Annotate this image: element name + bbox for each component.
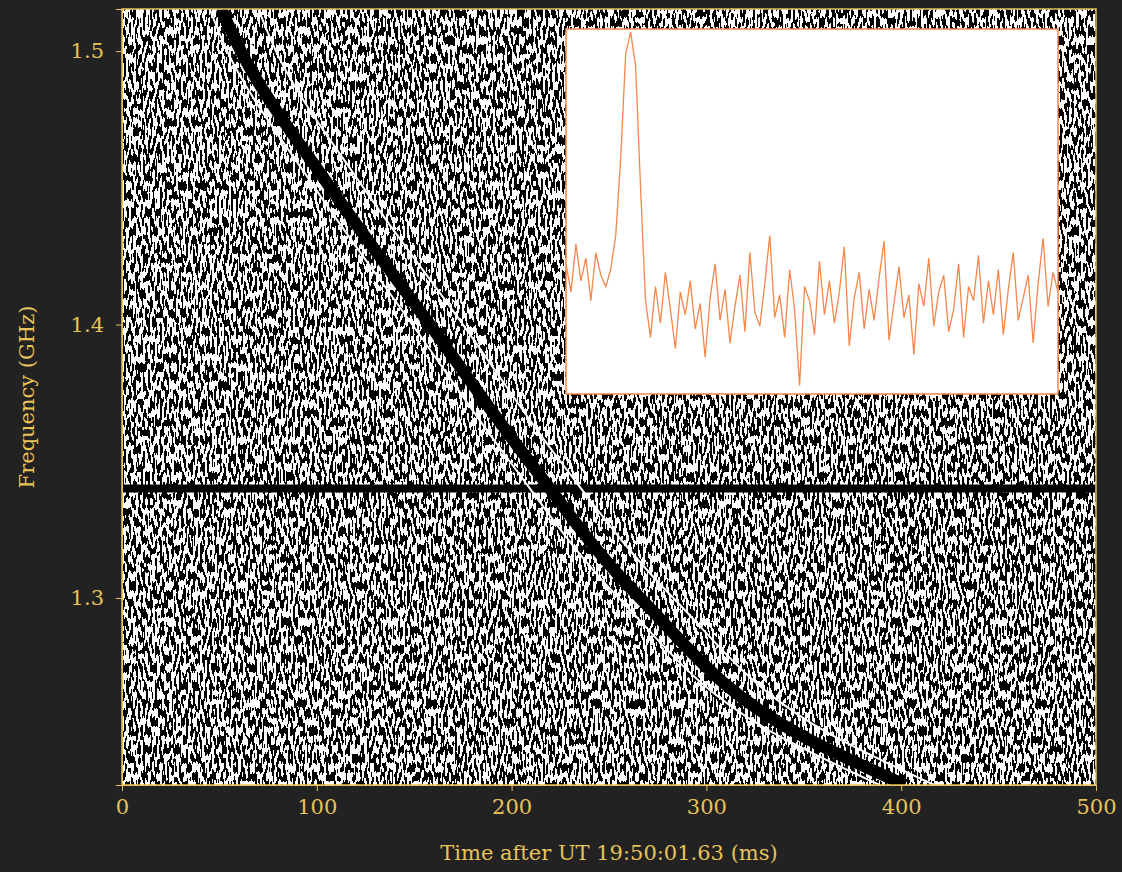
x-tick-label: 200	[492, 795, 532, 819]
y-tick: 1.4	[71, 313, 122, 337]
chart-root: 0 100 200 300 400 500 1.3 1.4 1.5 Time after UT 1…	[0, 0, 1122, 872]
plot-background	[122, 9, 1096, 785]
y-tick-label: 1.5	[71, 39, 104, 63]
x-tick: 200	[492, 785, 532, 819]
pulse-profile	[566, 32, 1058, 386]
y-axis-line	[116, 10, 123, 786]
x-tick-label: 0	[116, 795, 129, 819]
plot-marks	[122, 9, 1096, 785]
y-tick-label: 1.3	[71, 586, 104, 610]
x-tick: 500	[1076, 785, 1116, 819]
x-tick-mark	[512, 785, 513, 791]
y-tick-mark	[116, 51, 122, 52]
inset-frame	[566, 29, 1058, 394]
x-axis-line	[123, 786, 1097, 792]
y-axis: 1.3 1.4 1.5	[71, 10, 123, 786]
noise-texture	[122, 9, 1096, 785]
x-tick-mark	[706, 785, 707, 791]
x-tick-mark	[901, 785, 902, 791]
x-tick: 100	[297, 785, 337, 819]
y-tick: 1.3	[71, 586, 122, 610]
y-tick: 1.5	[71, 39, 122, 63]
y-tick-mark	[116, 598, 122, 599]
plot-frame	[122, 9, 1096, 785]
x-tick-mark	[317, 785, 318, 791]
y-tick-label: 1.4	[71, 313, 104, 337]
x-tick: 0	[116, 785, 129, 819]
x-tick: 400	[882, 785, 922, 819]
inset-background	[566, 29, 1058, 394]
x-tick-label: 500	[1076, 795, 1116, 819]
rfi-channel	[122, 485, 1096, 493]
x-tick: 300	[687, 785, 727, 819]
y-tick-mark	[116, 325, 122, 326]
y-axis-title: Frequency (GHz)	[15, 306, 39, 489]
main-panel: 0 100 200 300 400 500 1.3 1.4 1.5	[71, 9, 1117, 819]
inset-marks	[566, 32, 1058, 386]
x-tick-label: 100	[297, 795, 337, 819]
x-axis-title: Time after UT 19:50:01.63 (ms)	[440, 841, 777, 865]
x-tick-mark	[1096, 785, 1097, 791]
inset-panel	[566, 29, 1058, 394]
x-tick-label: 300	[687, 795, 727, 819]
x-axis: 0 100 200 300 400 500	[116, 785, 1117, 819]
x-tick-label: 400	[882, 795, 922, 819]
